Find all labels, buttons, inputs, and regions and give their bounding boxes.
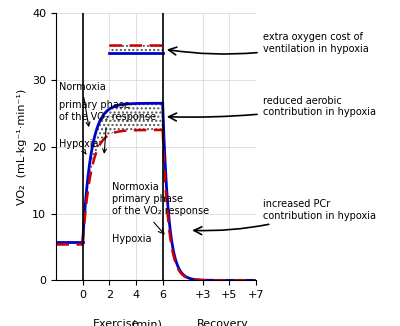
Text: Hypoxia: Hypoxia [112,234,152,244]
Text: (min): (min) [132,319,162,326]
Text: Recovery: Recovery [197,319,248,326]
Text: primary phase
of the VO₂ response: primary phase of the VO₂ response [112,194,209,215]
Text: Normoxia: Normoxia [59,82,106,126]
Text: Exercise: Exercise [93,319,139,326]
Text: primary phase
of the VO₂ response: primary phase of the VO₂ response [59,100,156,153]
Y-axis label: VO₂  (mL·kg⁻¹·min⁻¹): VO₂ (mL·kg⁻¹·min⁻¹) [16,89,26,205]
Text: reduced aerobic
contribution in hypoxia: reduced aerobic contribution in hypoxia [169,96,376,121]
Text: increased PCr
contribution in hypoxia: increased PCr contribution in hypoxia [194,200,376,235]
Text: Hypoxia: Hypoxia [59,139,98,154]
Text: Normoxia: Normoxia [112,182,159,192]
Text: extra oxygen cost of
ventilation in hypoxia: extra oxygen cost of ventilation in hypo… [168,32,368,55]
